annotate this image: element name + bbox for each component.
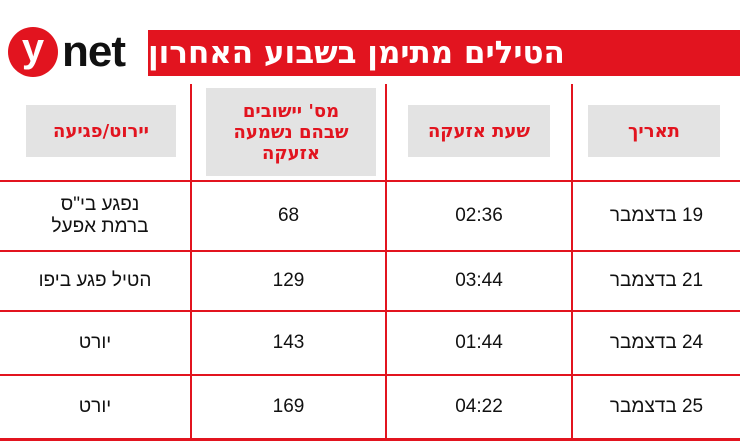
- cell-count: 169: [272, 396, 305, 417]
- header-alert-time: שעת אזעקה: [408, 105, 550, 157]
- row-divider: [0, 180, 740, 182]
- header-date: תאריך: [588, 105, 720, 157]
- logo-text: net: [62, 27, 126, 76]
- bottom-rule: [0, 438, 740, 441]
- cell-result: יורט: [78, 396, 112, 417]
- cell-result: הטיל פגע ביפו: [38, 270, 152, 291]
- cell-time: 03:44: [455, 270, 503, 291]
- page-title: הטילים מתימן בשבוע האחרון: [148, 30, 740, 76]
- cell-result: יורט: [78, 332, 112, 353]
- cell-date: 25 בדצמבר: [609, 396, 704, 417]
- cell-date: 24 בדצמבר: [609, 332, 704, 353]
- header-settlements-count: מס' יישובים שבהם נשמעה אזעקה: [206, 88, 376, 176]
- cell-count: 129: [272, 270, 305, 291]
- cell-time: 02:36: [455, 205, 503, 226]
- row-divider: [0, 310, 740, 312]
- cell-date: 21 בדצמבר: [609, 270, 704, 291]
- row-divider: [0, 374, 740, 376]
- column-divider: [571, 84, 573, 438]
- cell-time: 01:44: [455, 332, 503, 353]
- cell-count: 143: [272, 332, 305, 353]
- cell-time: 04:22: [455, 396, 503, 417]
- cell-date: 19 בדצמבר: [609, 205, 704, 226]
- ynet-logo: y net: [8, 27, 126, 77]
- column-divider: [190, 84, 192, 438]
- header-intercept-hit: יירוט/פגיעה: [26, 105, 176, 157]
- column-divider: [385, 84, 387, 438]
- cell-result: נפגע בי"ס ברמת אפעל: [51, 194, 149, 237]
- logo-y-circle: y: [8, 27, 58, 77]
- cell-count: 68: [277, 205, 300, 226]
- row-divider: [0, 250, 740, 252]
